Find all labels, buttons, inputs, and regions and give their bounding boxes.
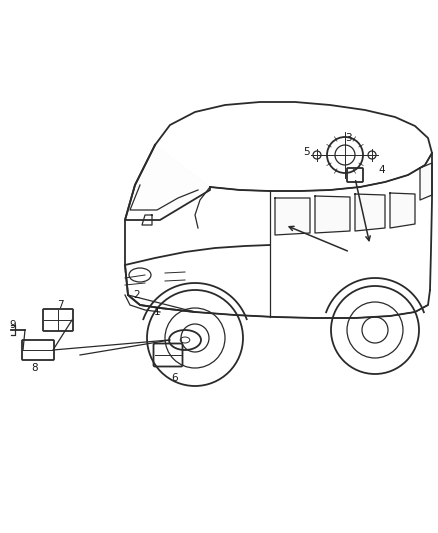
Polygon shape [420, 163, 432, 200]
Text: 5: 5 [303, 147, 309, 157]
Polygon shape [355, 194, 385, 231]
Text: 1: 1 [154, 307, 160, 317]
Polygon shape [315, 196, 350, 233]
Text: 9: 9 [10, 320, 16, 330]
Text: 8: 8 [32, 363, 38, 373]
Polygon shape [275, 198, 310, 235]
Polygon shape [125, 145, 210, 220]
Text: 4: 4 [379, 165, 385, 175]
Text: 3: 3 [345, 133, 351, 143]
Text: 2: 2 [134, 290, 140, 300]
Text: 6: 6 [172, 373, 178, 383]
Polygon shape [390, 193, 415, 228]
Text: 7: 7 [57, 300, 64, 310]
